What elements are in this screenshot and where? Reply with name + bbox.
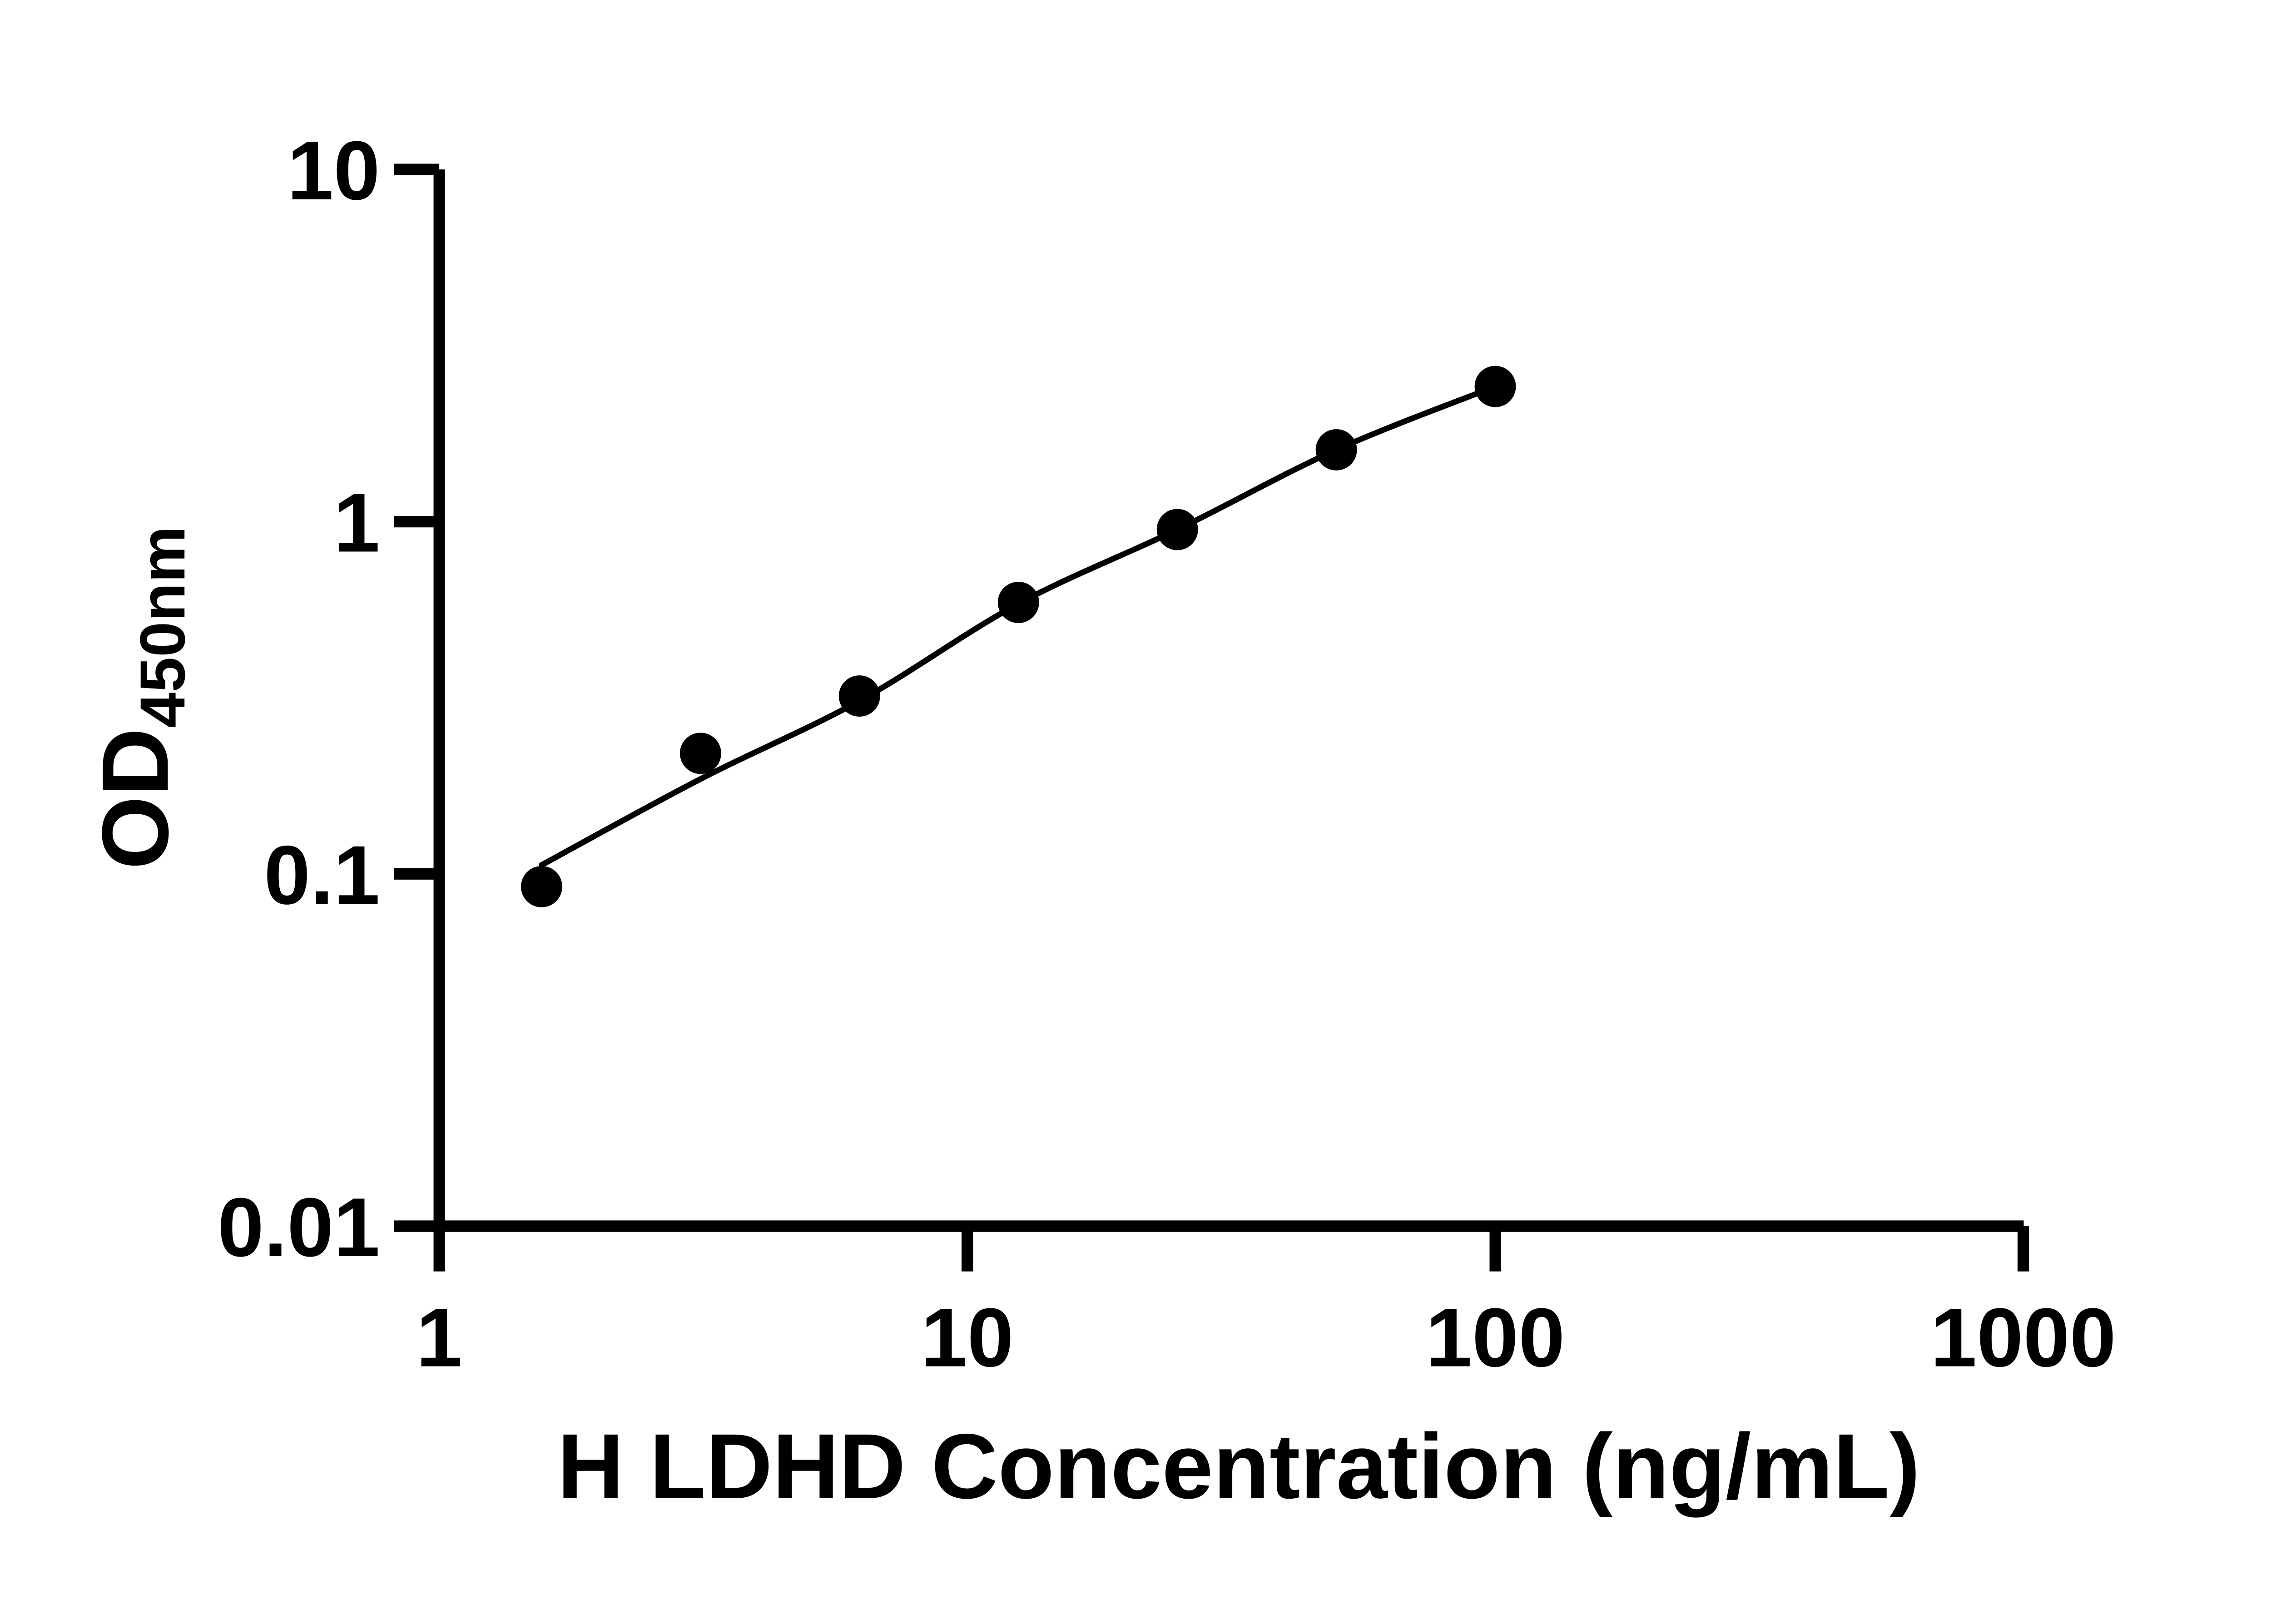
y-axis-tick-labels: 10 1 0.1 0.01 [218,124,380,1274]
y-axis-title-main: OD [83,728,188,870]
data-point [1474,366,1516,407]
data-point [521,866,562,907]
x-tick-label: 1000 [1930,1291,2116,1384]
data-point [1315,429,1357,470]
data-point [1156,509,1198,550]
y-tick-label: 0.1 [264,828,380,921]
data-point [838,675,880,717]
data-point [997,582,1039,623]
x-axis-tick-labels: 1 10 100 1000 [416,1291,2116,1384]
x-tick-label: 1 [416,1291,462,1384]
y-tick-label: 1 [333,476,380,569]
y-tick-label: 10 [287,124,380,217]
data-point [679,733,721,774]
data-points [521,366,1516,907]
y-axis-title-subscript: 450nm [127,526,198,728]
x-tick-label: 10 [921,1291,1013,1384]
y-axis-ticks [394,163,440,1232]
y-tick-label: 0.01 [218,1181,380,1274]
x-tick-label: 100 [1426,1291,1565,1384]
x-axis-ticks [433,1226,2029,1272]
y-axis-title: OD450nm [83,526,198,869]
x-axis-title: H LDHD Concentration (ng/mL) [557,1415,1920,1518]
axis-frame [433,169,2024,1232]
